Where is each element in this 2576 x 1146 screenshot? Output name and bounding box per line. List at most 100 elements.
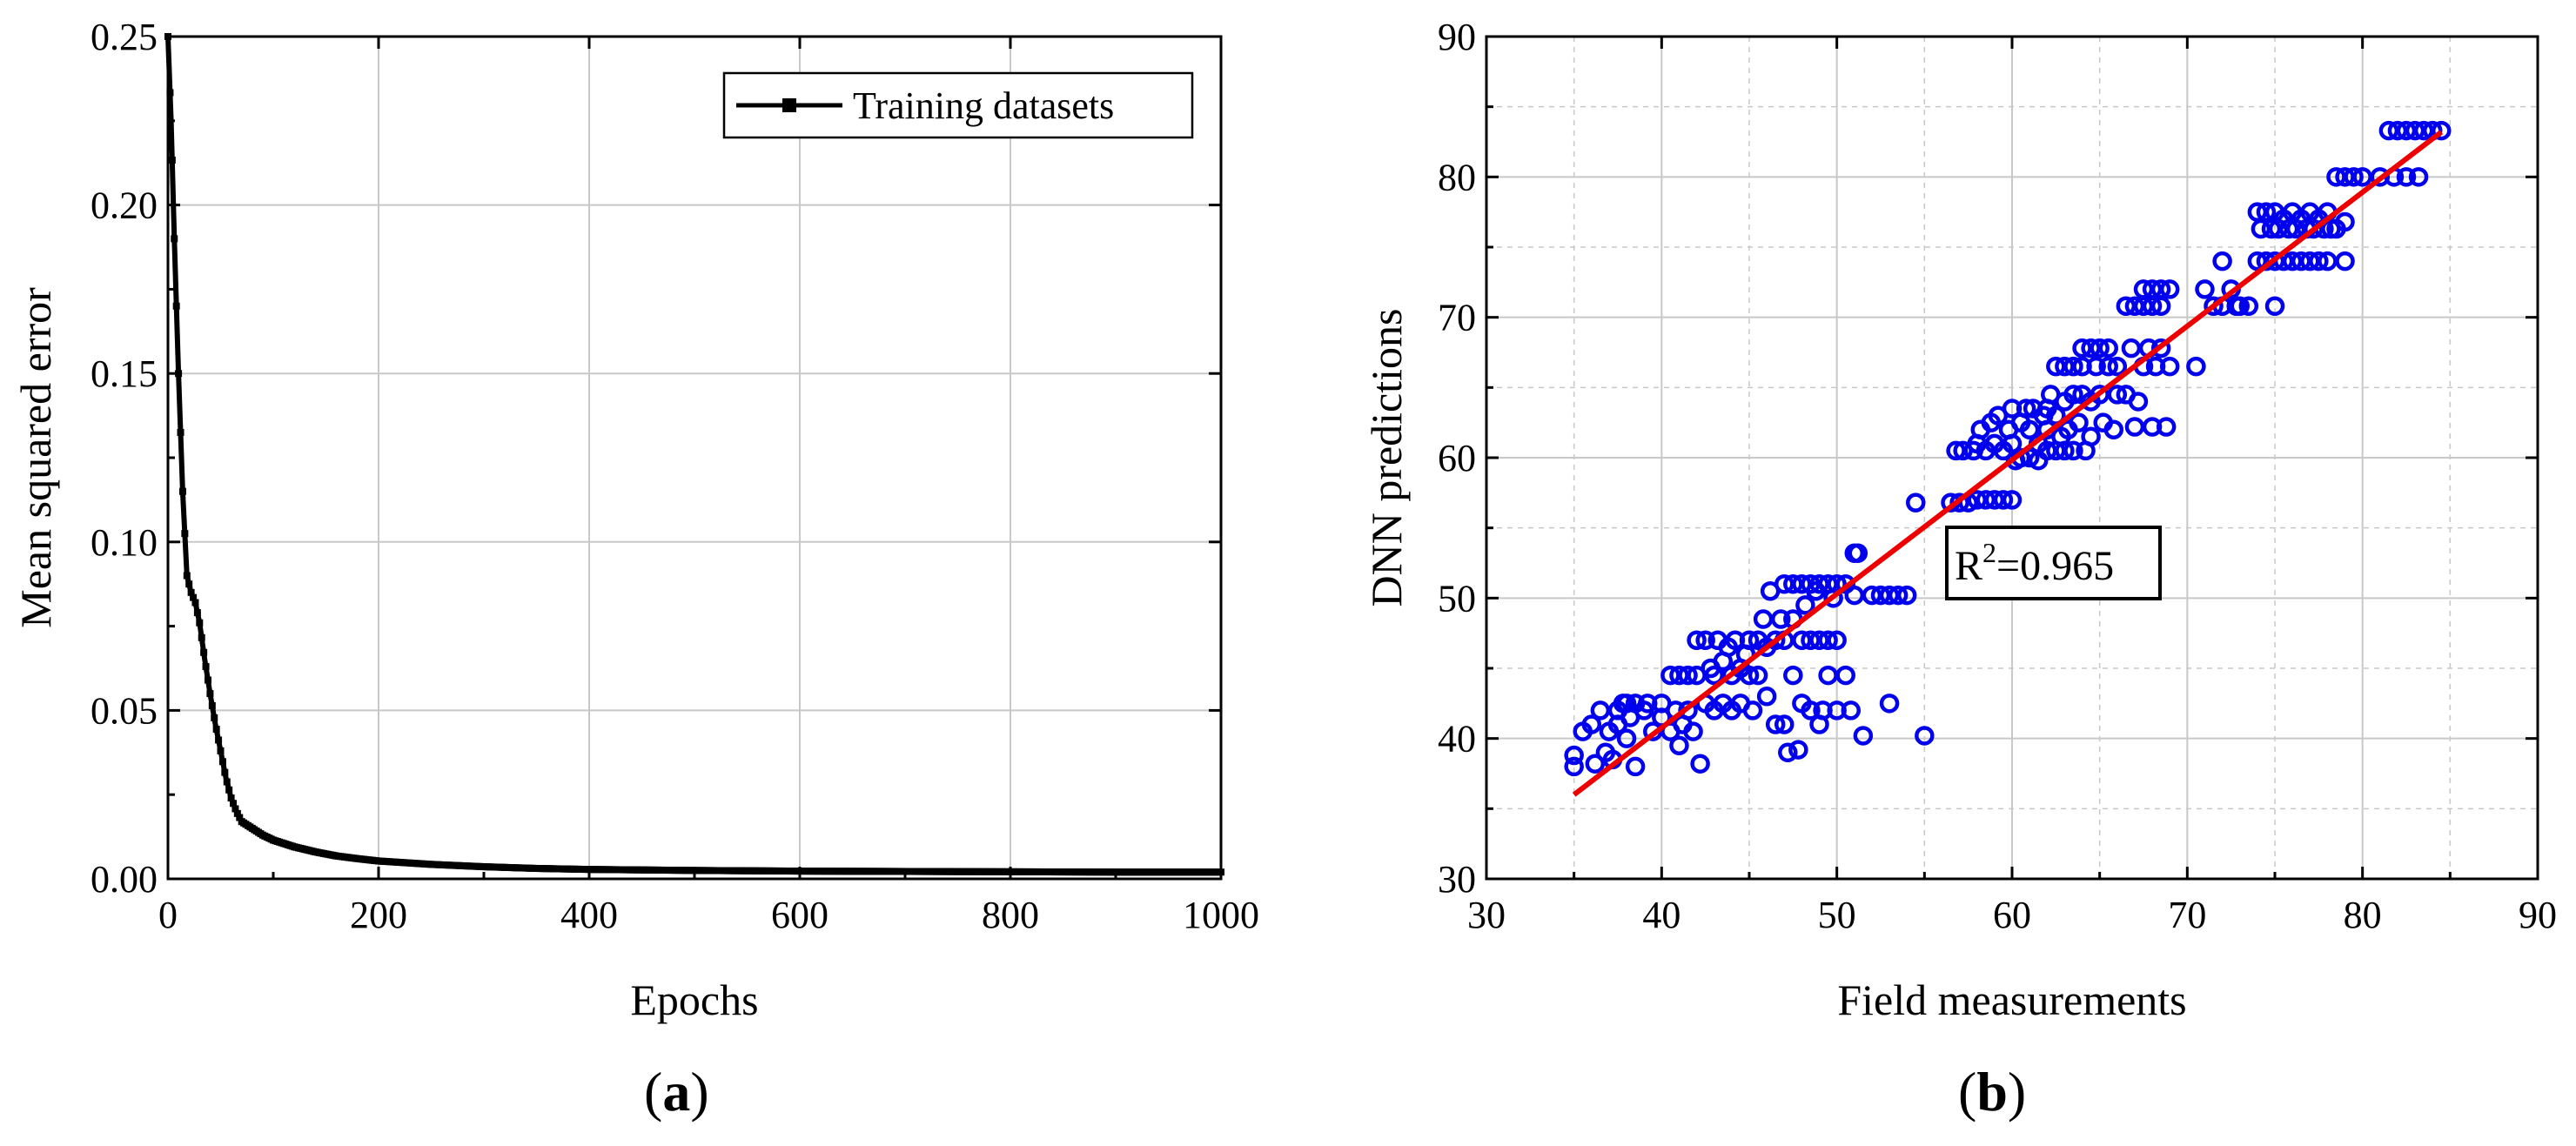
panel-a-series-markers <box>164 33 1224 876</box>
panel-b-data-point <box>2150 296 2171 317</box>
panel-a-marker <box>183 572 191 580</box>
panel-b-x-tick-label: 60 <box>1993 894 2031 936</box>
panel-b-data-point <box>1678 665 1698 686</box>
panel-b-data-point <box>2063 356 2083 377</box>
panel-b-data-point <box>1879 694 1900 714</box>
panel-a-legend: Training datasets <box>722 71 1194 139</box>
panel-b-x-tick-label: 80 <box>2344 894 2382 936</box>
panel-a-marker <box>185 580 193 588</box>
panel-b-x-tick-label: 30 <box>1467 894 1506 936</box>
panel-b-data-point <box>1590 700 1611 720</box>
panel-a-x-tick-labels: 0 200 400 600 800 1000 <box>158 894 1259 936</box>
panel-a-mse-chart: 0 200 400 600 800 1000 0.000.050.100.150.200.… <box>11 16 1259 1123</box>
panel-b-data-point <box>1993 490 2014 510</box>
panel-b-data-point <box>2121 338 2142 359</box>
panel-b-data-point <box>2063 385 2083 405</box>
panel-a-y-tick-label: 0.00 <box>91 858 158 901</box>
panel-b-r2-annotation: R2=0.965 <box>1945 526 2162 600</box>
panel-a-marker <box>168 156 176 164</box>
panel-b-y-tick-label: 70 <box>1438 297 1476 339</box>
panel-a-marker <box>190 593 198 601</box>
panel-a-marker <box>202 663 210 671</box>
panel-b-data-point <box>2090 338 2110 359</box>
panel-a-marker <box>212 726 220 734</box>
panel-b-data-point <box>1788 740 1808 760</box>
panel-b-data-point <box>1742 700 1763 720</box>
panel-b-data-point <box>2142 296 2163 317</box>
panel-b-data-point <box>2344 167 2364 187</box>
panel-b-data-point <box>1585 754 1606 774</box>
panel-a-x-tick-label: 600 <box>771 894 828 936</box>
panel-a-marker <box>191 599 199 607</box>
panel-a-ticks <box>166 35 1223 881</box>
panel-b-data-point <box>2016 399 2036 419</box>
panel-b-data-point <box>2002 490 2023 510</box>
panel-b-data-point <box>2264 296 2285 317</box>
panel-b-x-axis-title: Field measurements <box>1837 975 2186 1024</box>
panel-b-data-point <box>1564 756 1584 777</box>
panel-a-marker <box>178 487 186 495</box>
panel-a-mse-line <box>165 36 1221 875</box>
panel-b-ticks <box>1485 35 2539 881</box>
panel-b-data-point <box>2107 385 2128 405</box>
panel-b-data-point <box>1778 742 1798 763</box>
panel-b-data-point <box>2396 167 2417 187</box>
panel-b-caption-letter: b <box>1976 1061 2008 1123</box>
panel-b-data-point <box>1783 665 1803 686</box>
panel-b-data-point <box>1748 665 1768 686</box>
panel-b-data-point <box>2128 392 2149 412</box>
panel-b-data-point <box>1818 630 1838 650</box>
panel-b-data-point <box>2309 251 2329 271</box>
panel-a-x-tick-label: 400 <box>560 894 618 936</box>
panel-b-data-point <box>1801 700 1821 720</box>
panel-b-data-point <box>1915 726 1935 746</box>
panel-b-data-point <box>1581 714 1602 734</box>
panel-a-marker <box>198 633 205 641</box>
panel-b-data-point <box>1949 493 1969 513</box>
panel-a-x-axis-title: Epochs <box>630 975 758 1024</box>
panel-b-data-point <box>2195 279 2215 299</box>
panel-b-data-point <box>2186 356 2206 377</box>
panel-a-y-tick-label: 0.10 <box>91 521 158 564</box>
r2-box <box>1945 526 2162 600</box>
panel-a-grid <box>168 37 1221 879</box>
panel-b-data-point <box>2238 296 2259 317</box>
panel-b-data-point <box>1739 665 1760 686</box>
legend-marker-swatch <box>782 98 796 112</box>
panel-b-data-point <box>1695 630 1715 650</box>
panel-b-data-point <box>2086 356 2106 377</box>
panel-a-marker <box>193 609 201 617</box>
panel-a-x-tick-label: 800 <box>982 894 1039 936</box>
panel-a-marker <box>208 701 216 709</box>
panel-b-scatter-points <box>1564 120 2452 777</box>
panel-b-x-tick-label: 40 <box>1642 894 1680 936</box>
panel-b-data-point <box>2335 211 2355 232</box>
panel-a-frame <box>166 35 1223 881</box>
legend-label: Training datasets <box>853 84 1114 127</box>
panel-b-x-tick-label: 70 <box>2168 894 2206 936</box>
panel-a-marker <box>181 530 189 538</box>
panel-b-fit-line <box>1572 130 2444 797</box>
panel-b-data-point <box>1564 745 1584 766</box>
panel-b-data-point <box>1896 585 1917 606</box>
panel-b-y-tick-label: 60 <box>1438 437 1476 479</box>
panel-a-y-tick-label: 0.25 <box>91 16 158 58</box>
panel-a-marker <box>172 302 180 310</box>
r2-superscript: 2 <box>1982 537 1996 568</box>
panel-b-data-point <box>2063 440 2083 461</box>
r2-base: R <box>1955 543 1982 589</box>
panel-b-data-point <box>1841 700 1862 720</box>
panel-a-marker <box>200 648 208 656</box>
panel-b-data-point <box>2103 419 2124 439</box>
panel-b-data-point <box>1795 595 1815 615</box>
panel-b-data-point <box>1625 756 1646 777</box>
r2-label: R2=0.965 <box>1955 537 2114 589</box>
panel-b-data-point <box>1739 630 1760 650</box>
panel-b-y-tick-label: 50 <box>1438 577 1476 620</box>
panel-a-x-tick-label: 200 <box>350 894 407 936</box>
panel-b-y-tick-labels: 30 40 50 60 70 80 90 <box>1438 16 1476 901</box>
panel-b-data-point <box>2408 167 2429 187</box>
panel-a-marker <box>223 778 231 786</box>
